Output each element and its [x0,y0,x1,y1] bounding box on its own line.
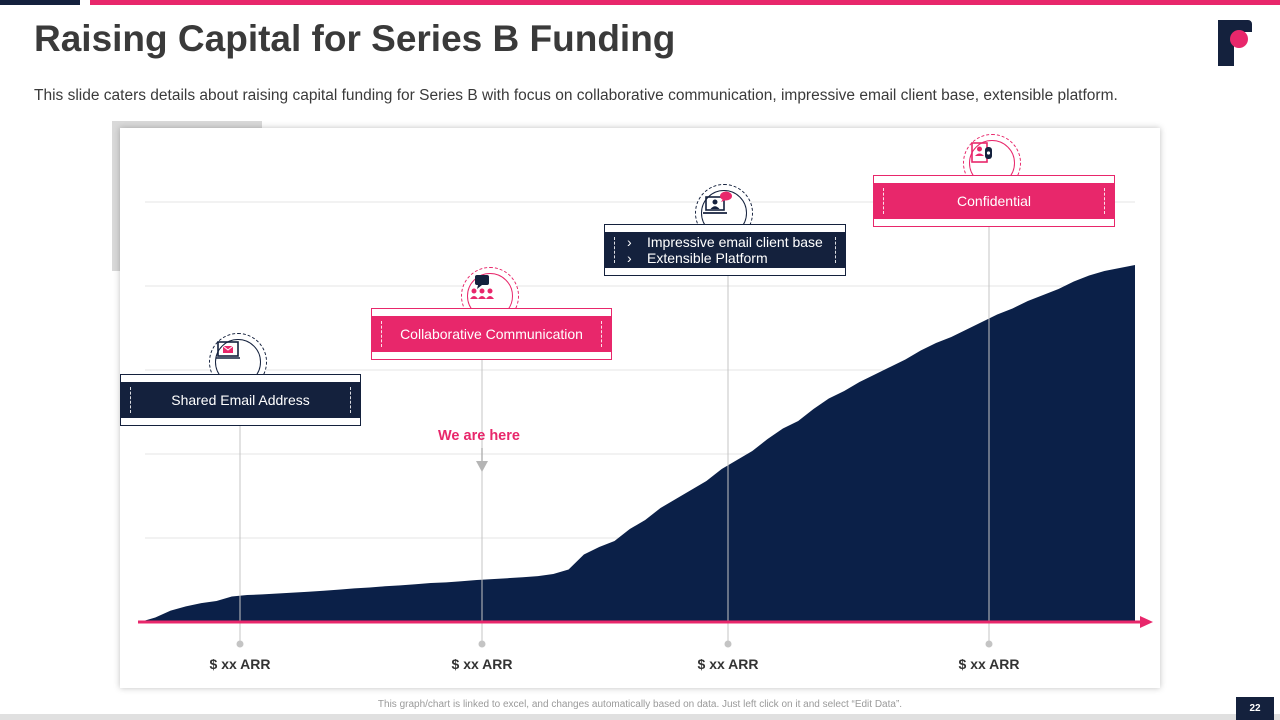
milestone-3-bullet-1: › Impressive email client base [627,234,823,250]
x-tick-dot [478,640,486,648]
page-title: Raising Capital for Series B Funding [34,18,676,59]
milestone-3-label-box: › Impressive email client base › Extensibl… [604,224,846,276]
page-number: 22 [1236,697,1274,720]
chat-people-icon [470,275,494,299]
id-badge-icon [971,142,992,163]
brand-logo [1218,20,1252,66]
milestone-1-label-box: Shared Email Address [120,374,361,426]
x-tick-dot [236,640,244,648]
x-tick-dot [724,640,732,648]
laptop-user-icon [703,191,732,214]
x-tick-label-4: $ xx ARR [958,656,1020,672]
area-chart [138,201,1153,648]
milestone-1-label: Shared Email Address [171,392,310,408]
page-subtitle: This slide caters details about raising … [34,87,1118,104]
we-are-here-label: We are here [438,428,520,444]
x-tick-dot [985,640,993,648]
footnote: This graph/chart is linked to excel, and… [377,699,903,710]
we-are-here-arrow [476,461,488,472]
chart-area-series [140,265,1135,622]
milestone-4-label: Confidential [957,193,1031,209]
top-accent-pink [90,0,1280,5]
milestone-4-label-box: Confidential [873,175,1115,227]
x-tick-label-1: $ xx ARR [209,656,271,672]
footer-bar [0,714,1280,720]
x-tick-label-3: $ xx ARR [697,656,759,672]
mail-icon [216,341,240,359]
x-axis-arrowhead [1140,616,1153,628]
chart-card: Shared Email Address Collaborative Commu… [120,128,1160,688]
milestone-3-bullet-2: › Extensible Platform [627,250,768,266]
milestone-2-label: Collaborative Communication [400,326,583,342]
milestone-2-label-box: Collaborative Communication [371,308,612,360]
x-tick-label-2: $ xx ARR [451,656,513,672]
top-accent-dark [0,0,80,5]
